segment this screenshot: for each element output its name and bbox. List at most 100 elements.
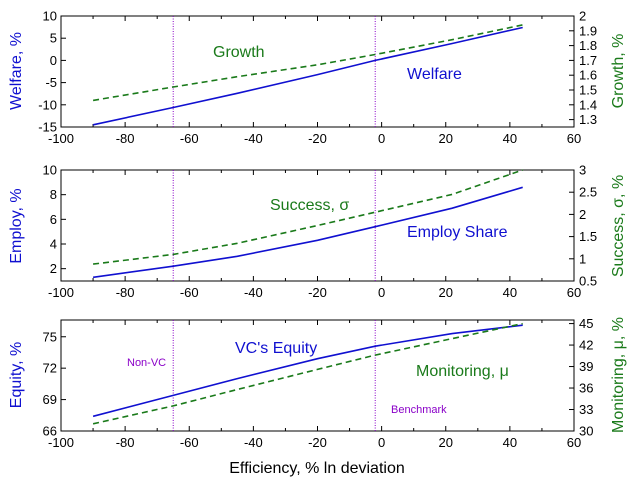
x-axis-ticks: -100 -80 -60 -40 -20 0 20 40 60 — [48, 16, 581, 146]
right-y-tick-label: 1.8 — [579, 38, 597, 53]
vline-label-non-vc: Non-VC — [127, 357, 166, 369]
right-y-axis-label: Monitoring, μ, % — [610, 317, 627, 433]
left-y-tick-label: -5 — [45, 75, 57, 90]
left-y-axis-ticks: 2 4 6 8 10 — [43, 163, 66, 276]
left-y-tick-label: 66 — [43, 424, 57, 439]
x-tick-label: 0 — [378, 131, 385, 146]
left-y-axis-label: Employ, % — [8, 188, 25, 263]
x-tick-label: -60 — [180, 131, 199, 146]
left-y-axis-label: Welfare, % — [8, 32, 25, 110]
right-y-tick-label: 3 — [579, 163, 586, 178]
x-tick-label: -60 — [180, 435, 199, 450]
x-tick-label: 20 — [439, 435, 453, 450]
x-axis-ticks: -100 -80 -60 -40 -20 0 20 40 60 — [48, 170, 581, 300]
panel-welfare-growth: -100 -80 -60 -40 -20 0 20 40 60 -15 -10 -5 0 5 10 1.3… — [8, 9, 627, 147]
left-y-tick-label: 10 — [43, 163, 57, 178]
x-tick-label: -20 — [308, 435, 327, 450]
right-y-tick-label: 36 — [579, 381, 593, 396]
right-y-tick-label: 2 — [579, 9, 586, 24]
x-tick-label: 60 — [567, 285, 581, 300]
right-y-tick-label: 1.9 — [579, 23, 597, 38]
x-tick-label: -100 — [48, 285, 74, 300]
right-y-tick-label: 0.5 — [579, 274, 597, 289]
right-y-tick-label: 1.7 — [579, 53, 597, 68]
x-tick-label: -20 — [308, 285, 327, 300]
x-tick-label: 40 — [503, 131, 517, 146]
x-tick-label: -40 — [244, 285, 263, 300]
x-tick-label: -80 — [116, 285, 135, 300]
right-y-tick-label: 33 — [579, 402, 593, 417]
x-tick-label: -80 — [116, 435, 135, 450]
annotation-welfare: Welfare — [407, 66, 462, 83]
series-lines — [92, 322, 523, 425]
annotation-success: Success, σ — [270, 197, 349, 214]
x-tick-label: 0 — [378, 435, 385, 450]
right-series-line — [92, 322, 523, 425]
left-y-tick-label: 5 — [50, 31, 57, 46]
x-tick-label: -100 — [48, 131, 74, 146]
left-y-tick-label: 6 — [50, 212, 57, 227]
x-tick-label: -40 — [244, 435, 263, 450]
series-lines — [92, 24, 523, 126]
x-tick-label: -20 — [308, 131, 327, 146]
left-y-tick-label: 69 — [43, 392, 57, 407]
x-tick-label: -40 — [244, 131, 263, 146]
left-series-line — [92, 186, 523, 279]
right-y-axis-label: Success, σ, % — [610, 175, 627, 277]
right-y-tick-label: 1.5 — [579, 229, 597, 244]
left-y-tick-label: -10 — [38, 97, 57, 112]
right-y-tick-label: 1.6 — [579, 68, 597, 83]
right-series-line — [93, 169, 523, 265]
x-tick-label: 60 — [567, 435, 581, 450]
right-y-tick-label: 39 — [579, 359, 593, 374]
vertical-reference-lines — [172, 170, 376, 281]
right-y-tick-label: 1 — [579, 251, 586, 266]
x-tick-label: 20 — [439, 285, 453, 300]
vline-label-benchmark: Benchmark — [391, 404, 447, 416]
x-axis-label: Efficiency, % ln deviation — [229, 460, 405, 477]
right-y-tick-label: 1.5 — [579, 83, 597, 98]
right-series-line — [92, 24, 523, 102]
right-y-tick-label: 2.5 — [579, 185, 597, 200]
right-y-axis-ticks: 30 33 36 39 42 45 — [569, 316, 593, 439]
vertical-reference-lines — [172, 320, 376, 431]
left-series-line — [92, 324, 523, 418]
left-y-tick-label: 4 — [50, 237, 57, 252]
left-y-axis-ticks: 66 69 72 75 — [43, 329, 66, 439]
right-y-tick-label: 1.4 — [579, 97, 597, 112]
right-y-axis-label: Growth, % — [610, 34, 627, 109]
annotation-monitoring: Monitoring, μ — [416, 363, 509, 380]
left-y-tick-label: -15 — [38, 120, 57, 135]
annotation-growth: Growth — [213, 44, 265, 61]
right-y-tick-label: 2 — [579, 207, 586, 222]
x-tick-label: -100 — [48, 435, 74, 450]
left-y-tick-label: 10 — [43, 9, 57, 24]
left-y-tick-label: 8 — [50, 187, 57, 202]
left-y-tick-label: 2 — [50, 261, 57, 276]
left-y-tick-label: 0 — [50, 53, 57, 68]
x-axis-ticks: -100 -80 -60 -40 -20 0 20 40 60 — [48, 320, 581, 450]
right-y-tick-label: 1.3 — [579, 112, 597, 127]
left-series-line — [92, 26, 523, 126]
x-tick-label: -60 — [180, 285, 199, 300]
x-tick-label: 40 — [503, 285, 517, 300]
right-y-axis-ticks: 1.31.41.51.61.71.81.92 — [569, 9, 597, 127]
x-tick-label: 0 — [378, 285, 385, 300]
annotation-vc-equity: VC's Equity — [235, 340, 317, 357]
left-y-tick-label: 75 — [43, 329, 57, 344]
right-y-axis-ticks: 0.5 1 1.5 2 2.5 3 — [569, 163, 597, 289]
x-tick-label: -80 — [116, 131, 135, 146]
vertical-reference-lines — [172, 16, 376, 127]
x-tick-label: 40 — [503, 435, 517, 450]
x-tick-label: 60 — [567, 131, 581, 146]
left-y-axis-ticks: -15 -10 -5 0 5 10 — [38, 9, 66, 135]
left-y-axis-label: Equity, % — [8, 342, 25, 408]
right-y-tick-label: 45 — [579, 316, 593, 331]
right-y-tick-label: 42 — [579, 338, 593, 353]
x-tick-label: 20 — [439, 131, 453, 146]
left-y-tick-label: 72 — [43, 361, 57, 376]
